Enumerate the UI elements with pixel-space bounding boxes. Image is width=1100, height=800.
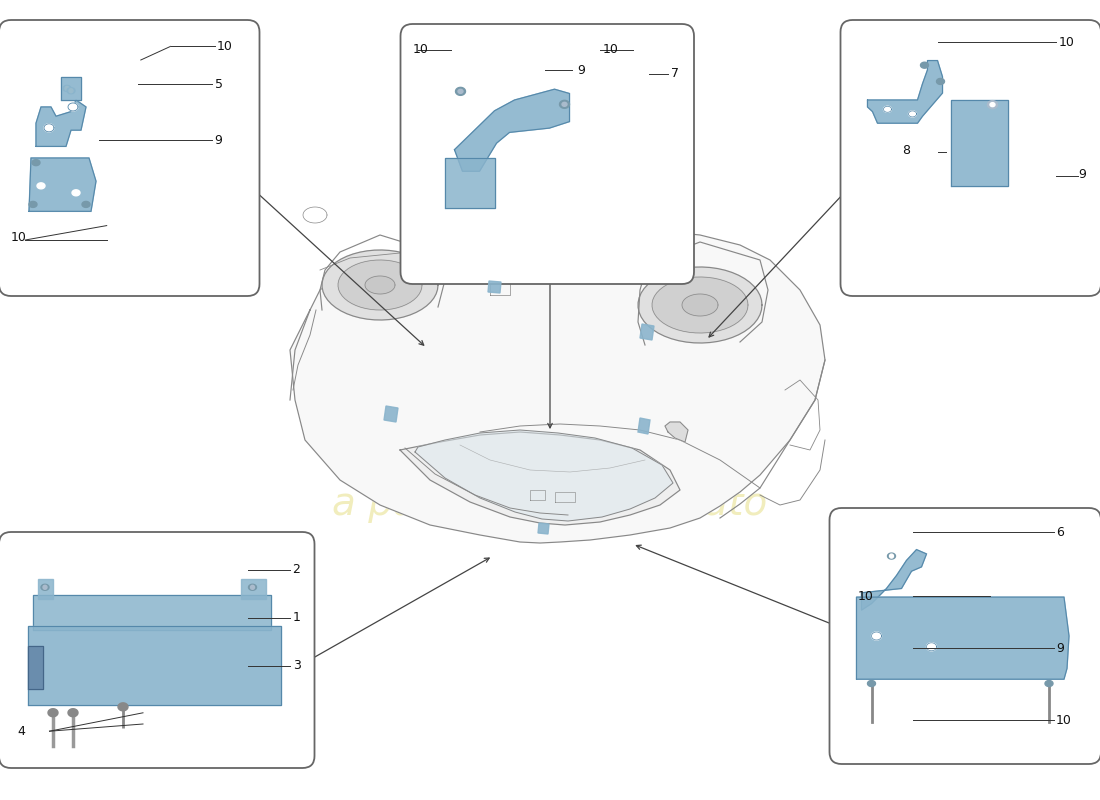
Polygon shape bbox=[63, 86, 72, 91]
Text: 7: 7 bbox=[671, 67, 679, 80]
Polygon shape bbox=[868, 61, 943, 123]
Polygon shape bbox=[72, 190, 80, 196]
Polygon shape bbox=[39, 579, 53, 599]
Polygon shape bbox=[67, 88, 75, 94]
Polygon shape bbox=[68, 103, 78, 111]
Polygon shape bbox=[37, 183, 45, 189]
Polygon shape bbox=[400, 432, 680, 525]
Text: 6: 6 bbox=[1056, 526, 1064, 538]
Polygon shape bbox=[868, 681, 876, 686]
Polygon shape bbox=[365, 276, 395, 294]
Text: 10: 10 bbox=[603, 43, 618, 56]
Polygon shape bbox=[950, 100, 1008, 186]
Polygon shape bbox=[560, 100, 570, 108]
Polygon shape bbox=[988, 101, 998, 109]
Polygon shape bbox=[29, 158, 96, 211]
Polygon shape bbox=[384, 406, 398, 422]
Polygon shape bbox=[290, 230, 825, 543]
Polygon shape bbox=[936, 78, 945, 85]
Polygon shape bbox=[43, 586, 47, 590]
Polygon shape bbox=[883, 106, 891, 112]
Polygon shape bbox=[926, 643, 936, 650]
Text: a passion for fine auto: a passion for fine auto bbox=[332, 485, 768, 523]
Polygon shape bbox=[921, 62, 928, 68]
Text: 9: 9 bbox=[214, 134, 222, 146]
Text: 10: 10 bbox=[11, 231, 26, 244]
FancyBboxPatch shape bbox=[829, 508, 1100, 764]
Text: 10: 10 bbox=[1056, 714, 1071, 726]
FancyBboxPatch shape bbox=[0, 532, 315, 768]
Polygon shape bbox=[990, 102, 996, 106]
Text: 2: 2 bbox=[293, 563, 300, 576]
Polygon shape bbox=[118, 703, 128, 711]
Polygon shape bbox=[415, 430, 673, 521]
Polygon shape bbox=[251, 586, 254, 590]
Polygon shape bbox=[28, 626, 280, 705]
Polygon shape bbox=[82, 202, 90, 207]
Polygon shape bbox=[909, 111, 916, 117]
Polygon shape bbox=[640, 324, 654, 340]
Text: 10: 10 bbox=[858, 590, 873, 602]
Polygon shape bbox=[488, 281, 501, 293]
Text: 5: 5 bbox=[214, 78, 222, 90]
Polygon shape bbox=[68, 709, 78, 717]
Text: 10: 10 bbox=[1058, 36, 1074, 49]
Polygon shape bbox=[454, 90, 570, 171]
Text: 10: 10 bbox=[217, 40, 232, 53]
FancyBboxPatch shape bbox=[400, 24, 694, 284]
FancyBboxPatch shape bbox=[840, 20, 1100, 296]
Polygon shape bbox=[29, 202, 37, 207]
Polygon shape bbox=[60, 77, 81, 100]
Text: 1: 1 bbox=[293, 611, 300, 624]
Polygon shape bbox=[48, 709, 58, 717]
Polygon shape bbox=[455, 87, 465, 95]
Polygon shape bbox=[69, 89, 73, 93]
Polygon shape bbox=[666, 422, 688, 442]
Polygon shape bbox=[638, 418, 650, 434]
Polygon shape bbox=[338, 260, 422, 310]
Text: 9: 9 bbox=[578, 64, 585, 77]
Polygon shape bbox=[458, 90, 463, 94]
FancyBboxPatch shape bbox=[0, 20, 260, 296]
Polygon shape bbox=[562, 102, 566, 106]
Polygon shape bbox=[652, 277, 748, 333]
Polygon shape bbox=[241, 579, 265, 599]
Text: 8: 8 bbox=[902, 144, 910, 157]
Polygon shape bbox=[861, 550, 926, 610]
Polygon shape bbox=[249, 584, 256, 590]
Text: 9: 9 bbox=[1056, 642, 1064, 654]
Text: 4: 4 bbox=[18, 725, 25, 738]
Polygon shape bbox=[28, 646, 43, 689]
Polygon shape bbox=[888, 553, 895, 559]
Polygon shape bbox=[682, 294, 718, 316]
Polygon shape bbox=[871, 632, 881, 640]
Text: eurocars: eurocars bbox=[344, 383, 756, 465]
Polygon shape bbox=[857, 597, 1069, 679]
Polygon shape bbox=[44, 124, 54, 132]
Polygon shape bbox=[33, 595, 271, 630]
Polygon shape bbox=[538, 523, 549, 534]
Polygon shape bbox=[65, 86, 69, 90]
Polygon shape bbox=[32, 160, 40, 166]
Polygon shape bbox=[638, 267, 762, 343]
Polygon shape bbox=[1045, 681, 1053, 686]
Polygon shape bbox=[36, 100, 86, 146]
Polygon shape bbox=[444, 158, 495, 208]
Polygon shape bbox=[322, 250, 438, 320]
Text: 10: 10 bbox=[412, 43, 428, 56]
Polygon shape bbox=[41, 584, 50, 590]
Text: 9: 9 bbox=[1078, 168, 1086, 181]
Polygon shape bbox=[890, 554, 893, 558]
Text: 3: 3 bbox=[293, 659, 300, 672]
